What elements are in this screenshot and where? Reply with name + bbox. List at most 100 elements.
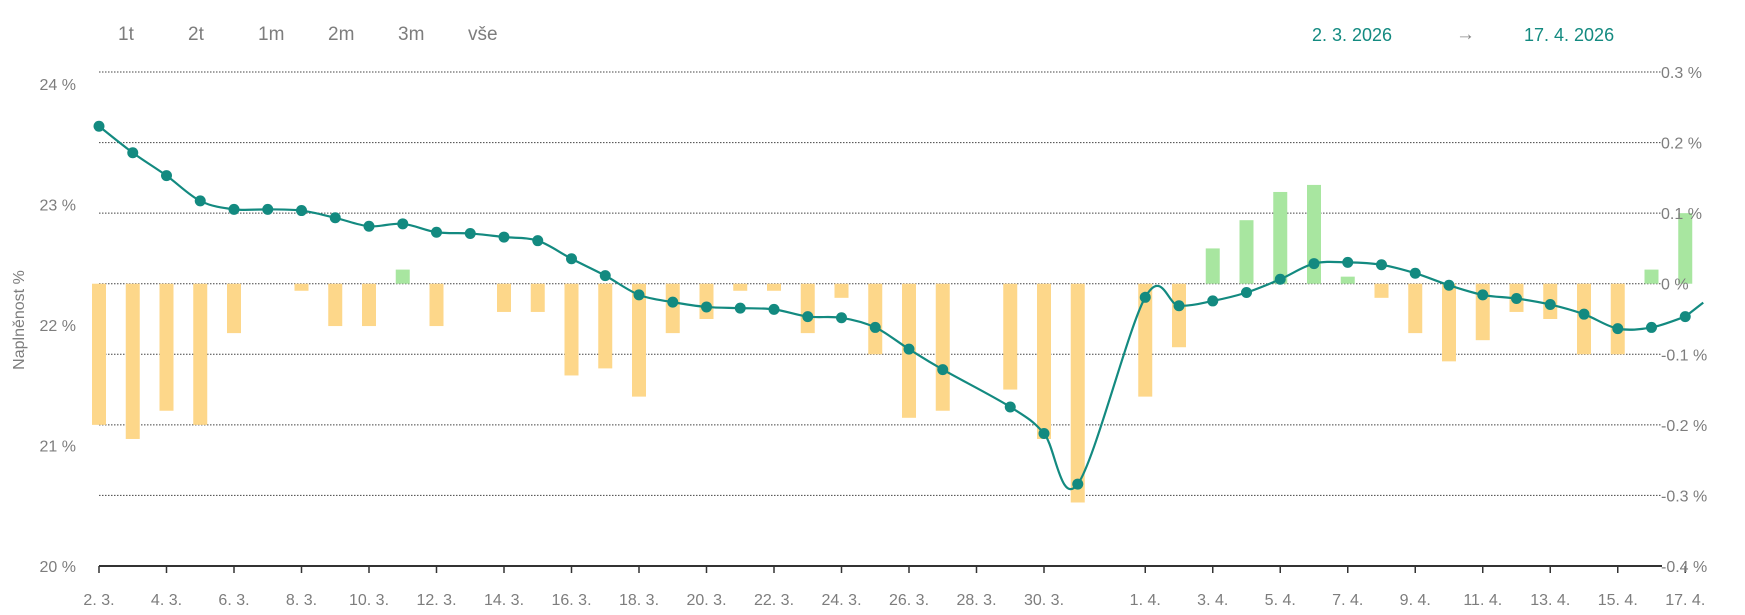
- data-point: [903, 343, 915, 355]
- bar: [1307, 184, 1321, 284]
- x-tick-label: 4. 3.: [151, 592, 182, 609]
- x-tick-label: 14. 3.: [484, 592, 524, 609]
- range-button-1t[interactable]: 1t: [118, 24, 188, 46]
- bar: [328, 283, 343, 327]
- data-point: [363, 220, 375, 232]
- data-point: [161, 170, 172, 182]
- data-point: [532, 235, 544, 247]
- y-right-tick-label: 0.3 %: [1661, 65, 1702, 82]
- bar: [834, 283, 849, 298]
- x-tick-label: 9. 4.: [1400, 592, 1431, 609]
- range-button-1m[interactable]: 1m: [258, 24, 328, 46]
- data-point: [498, 231, 510, 243]
- data-point: [633, 289, 645, 301]
- data-point: [701, 301, 712, 313]
- bar: [1273, 191, 1288, 284]
- y-right-tick-label: -0.4 %: [1661, 559, 1707, 576]
- bar: [497, 283, 511, 312]
- bar: [1442, 283, 1456, 362]
- data-point: [1038, 427, 1050, 439]
- data-point: [1679, 311, 1691, 323]
- data-point: [1443, 279, 1455, 291]
- bars: [92, 184, 1693, 503]
- data-point: [397, 218, 409, 230]
- x-axis: 2. 3. 4. 3. 6. 3. 8. 3. 10. 3. 12. 3. 14. 3. 16…: [83, 566, 1705, 609]
- x-tick-label: 17. 4.: [1665, 592, 1705, 609]
- data-point: [194, 195, 206, 207]
- bar: [868, 283, 883, 355]
- data-point: [1544, 299, 1556, 311]
- date-from[interactable]: 2. 3. 2026: [1312, 25, 1393, 45]
- y-axis-title: Naplněnost %: [11, 270, 28, 370]
- bar: [1374, 283, 1389, 298]
- y-left-tick-label: 21 %: [40, 439, 76, 456]
- x-tick-label: 2. 3.: [83, 592, 114, 609]
- x-tick-label: 6. 3.: [218, 592, 249, 609]
- bar: [362, 283, 376, 327]
- bar: [935, 283, 950, 411]
- y-left-tick-label: 20 %: [40, 559, 76, 576]
- date-to[interactable]: 17. 4. 2026: [1524, 25, 1615, 45]
- bar: [665, 283, 680, 334]
- data-point: [1072, 478, 1084, 490]
- bar: [294, 283, 309, 291]
- bar: [193, 283, 208, 425]
- data-point: [262, 203, 274, 215]
- x-tick-label: 1. 4.: [1130, 592, 1161, 609]
- x-tick-label: 5. 4.: [1265, 592, 1296, 609]
- x-tick-label: 11. 4.: [1463, 592, 1502, 609]
- x-tick-label: 15. 4.: [1598, 592, 1638, 609]
- bar: [598, 283, 613, 369]
- bar: [159, 283, 174, 411]
- data-point: [296, 205, 307, 217]
- y-right-tick-label: -0.3 %: [1661, 488, 1707, 505]
- range-button-2t[interactable]: 2t: [188, 24, 258, 46]
- x-tick-label: 26. 3.: [889, 592, 929, 609]
- data-point: [1578, 308, 1590, 320]
- range-button-3m[interactable]: 3m: [398, 24, 468, 46]
- bar: [1610, 283, 1625, 355]
- y-left-tick-label: 24 %: [40, 77, 76, 94]
- x-tick-label: 22. 3.: [754, 592, 794, 609]
- data-point: [1511, 293, 1522, 305]
- bar: [1172, 283, 1186, 348]
- bar: [1037, 283, 1051, 439]
- range-button-all[interactable]: vše: [468, 24, 538, 46]
- data-point: [802, 311, 814, 323]
- range-button-2m[interactable]: 2m: [328, 24, 398, 46]
- data-point: [127, 147, 139, 159]
- data-point: [1409, 267, 1421, 279]
- bar: [1138, 283, 1153, 397]
- data-point: [734, 302, 746, 314]
- y-left-tick-label: 22 %: [40, 318, 76, 335]
- bar: [1205, 248, 1220, 284]
- data-point: [1004, 401, 1016, 413]
- data-point: [937, 364, 949, 376]
- data-point: [667, 296, 679, 308]
- bar: [800, 283, 815, 334]
- data-point: [1207, 295, 1219, 307]
- x-tick-label: 8. 3.: [286, 592, 317, 609]
- bar: [1003, 283, 1018, 390]
- bar: [699, 283, 714, 319]
- bar: [92, 283, 106, 425]
- bar: [733, 283, 748, 291]
- data-point: [1477, 289, 1489, 301]
- data-point: [228, 203, 240, 215]
- grid: [99, 71, 1662, 567]
- data-point: [566, 253, 577, 265]
- bar: [1408, 283, 1423, 334]
- arrow-right-icon: →: [1456, 24, 1475, 45]
- range-selector: 1t 2t 1m 2m 3m vše: [118, 24, 538, 46]
- bar: [1340, 276, 1355, 284]
- bar: [429, 283, 444, 327]
- data-point: [1173, 300, 1185, 312]
- data-point: [1274, 273, 1286, 285]
- data-point: [464, 227, 476, 239]
- y-axis-left: 24 % 23 % 22 % 21 % 20 %: [40, 77, 76, 576]
- bar: [1678, 213, 1693, 284]
- y-right-tick-label: 0.2 %: [1661, 136, 1702, 153]
- x-tick-label: 3. 4.: [1197, 592, 1228, 609]
- data-point: [768, 303, 780, 315]
